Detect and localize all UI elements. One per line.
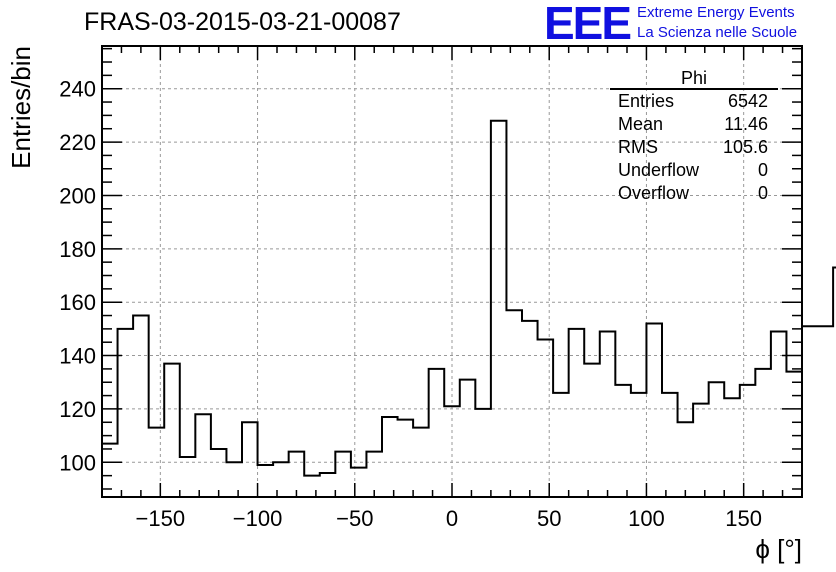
stat-value: 105.6 [722, 137, 768, 157]
x-tick-label: 0 [446, 506, 458, 531]
logo-subtitle-line2: La Scienza nelle Scuole [637, 24, 798, 41]
x-tick-label: −50 [336, 506, 373, 531]
y-axis-label: Entries/bin [6, 46, 36, 169]
stat-value: 6542 [727, 91, 768, 111]
x-tick-label: −150 [136, 506, 186, 531]
y-tick-label: 240 [59, 77, 96, 102]
tick-labels: −150 −100 −50 0 50 100 150 100 120 140 160 180 200 22… [59, 77, 762, 531]
stats-box-title: Phi [610, 68, 778, 90]
run-title: FRAS-03-2015-03-21-00087 [84, 8, 401, 36]
x-tick-label: −100 [233, 506, 283, 531]
x-axis-label: ϕ [°] [755, 534, 802, 564]
y-tick-label: 160 [59, 290, 96, 315]
y-tick-label: 180 [59, 237, 96, 262]
y-tick-label: 220 [59, 130, 96, 155]
histogram-step-line [101, 119, 836, 497]
eee-logo: EEE [544, 0, 632, 49]
x-tick-label: 100 [628, 506, 665, 531]
grid-lines [102, 46, 802, 497]
logo-subtitle-line1: Extreme Energy Events [637, 4, 795, 21]
stat-value: 0 [757, 160, 768, 180]
stat-value: 11.46 [724, 114, 768, 134]
stat-label: Overflow [618, 183, 690, 203]
stat-row-overflow: Overflow 0 [610, 182, 778, 205]
stat-value: 0 [757, 183, 768, 203]
stat-label: RMS [618, 137, 658, 157]
y-tick-label: 120 [59, 397, 96, 422]
y-tick-label: 140 [59, 344, 96, 369]
x-tick-label: 50 [537, 506, 561, 531]
stat-label: Mean [618, 114, 664, 134]
stat-row-mean: Mean 11.46 [610, 113, 778, 136]
x-tick-label: 150 [725, 506, 762, 531]
y-tick-label: 200 [59, 183, 96, 208]
axis-ticks [101, 46, 803, 497]
stat-label: Entries [618, 91, 675, 111]
stat-row-entries: Entries 6542 [610, 90, 778, 113]
stat-row-rms: RMS 105.6 [610, 136, 778, 159]
y-tick-label: 100 [59, 450, 96, 475]
stat-label: Underflow [618, 160, 700, 180]
stat-row-underflow: Underflow 0 [610, 159, 778, 182]
stats-box: Phi Entries 6542 Mean 11.46 RMS 105.6 Un… [610, 68, 778, 205]
